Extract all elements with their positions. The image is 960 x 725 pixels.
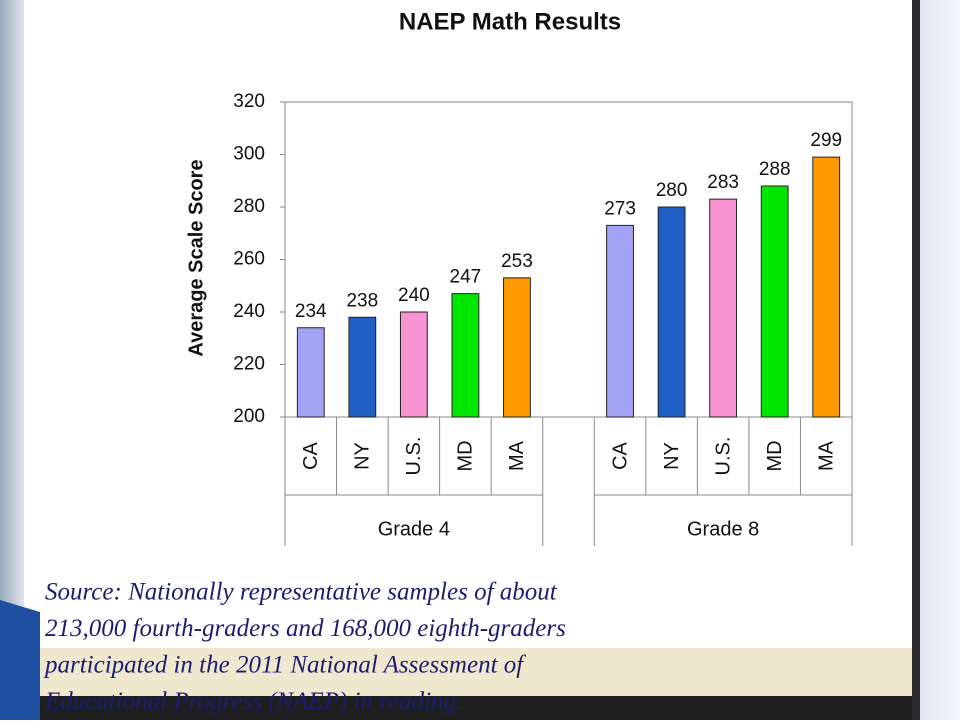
y-tick-label: 280 bbox=[233, 196, 265, 217]
bar bbox=[451, 293, 480, 418]
corner-decoration bbox=[0, 600, 40, 720]
left-edge bbox=[0, 0, 24, 720]
bar bbox=[606, 224, 634, 418]
x-tick-label: MD bbox=[455, 440, 477, 471]
y-axis-label: Average Scale Score bbox=[185, 159, 207, 356]
bar bbox=[812, 156, 841, 418]
y-tick-label: 200 bbox=[233, 406, 265, 427]
x-tick-label: NY bbox=[661, 442, 683, 470]
source-text: Educational Progress (NAEP) in reading. bbox=[44, 688, 462, 715]
value-label: 234 bbox=[295, 301, 327, 322]
right-edge bbox=[920, 0, 960, 720]
caption-band bbox=[24, 648, 912, 696]
x-tick-label: U.S. bbox=[403, 437, 425, 476]
x-tick-label: MD bbox=[764, 440, 786, 471]
value-label: 280 bbox=[656, 180, 688, 201]
y-tick-label: 300 bbox=[233, 144, 265, 165]
source-text: 213,000 fourth-graders and 168,000 eight… bbox=[45, 615, 566, 642]
value-label: 273 bbox=[604, 198, 636, 219]
y-tick-label: 320 bbox=[233, 91, 265, 112]
bar bbox=[657, 206, 686, 418]
y-tick-label: 260 bbox=[233, 249, 265, 270]
bar bbox=[503, 277, 531, 418]
value-label: 288 bbox=[759, 159, 791, 180]
y-tick-label: 240 bbox=[233, 301, 265, 322]
value-label: 238 bbox=[346, 290, 378, 311]
source-text: Source: Nationally representative sample… bbox=[45, 579, 558, 606]
x-tick-label: NY bbox=[352, 442, 374, 470]
bar bbox=[399, 311, 428, 418]
value-label: 283 bbox=[707, 172, 739, 193]
x-tick-label: MA bbox=[816, 440, 838, 471]
value-label: 253 bbox=[501, 251, 533, 272]
right-border bbox=[912, 0, 920, 720]
value-label: 299 bbox=[810, 130, 842, 151]
value-label: 247 bbox=[450, 267, 482, 288]
bar bbox=[709, 198, 738, 418]
group-label: Grade 4 bbox=[378, 518, 450, 540]
group-label: Grade 8 bbox=[687, 518, 759, 540]
bottom-band bbox=[0, 696, 912, 720]
chart-title: NAEP Math Results bbox=[399, 8, 621, 35]
y-tick-label: 220 bbox=[233, 354, 265, 375]
value-label: 240 bbox=[398, 285, 430, 306]
bar bbox=[760, 185, 789, 418]
bar bbox=[296, 327, 325, 418]
x-tick-label: U.S. bbox=[712, 437, 734, 476]
source-text: participated in the 2011 National Assess… bbox=[43, 652, 526, 679]
x-tick-label: CA bbox=[609, 441, 631, 469]
x-tick-label: CA bbox=[300, 441, 322, 469]
x-tick-label: MA bbox=[506, 440, 528, 471]
bar bbox=[348, 316, 377, 418]
